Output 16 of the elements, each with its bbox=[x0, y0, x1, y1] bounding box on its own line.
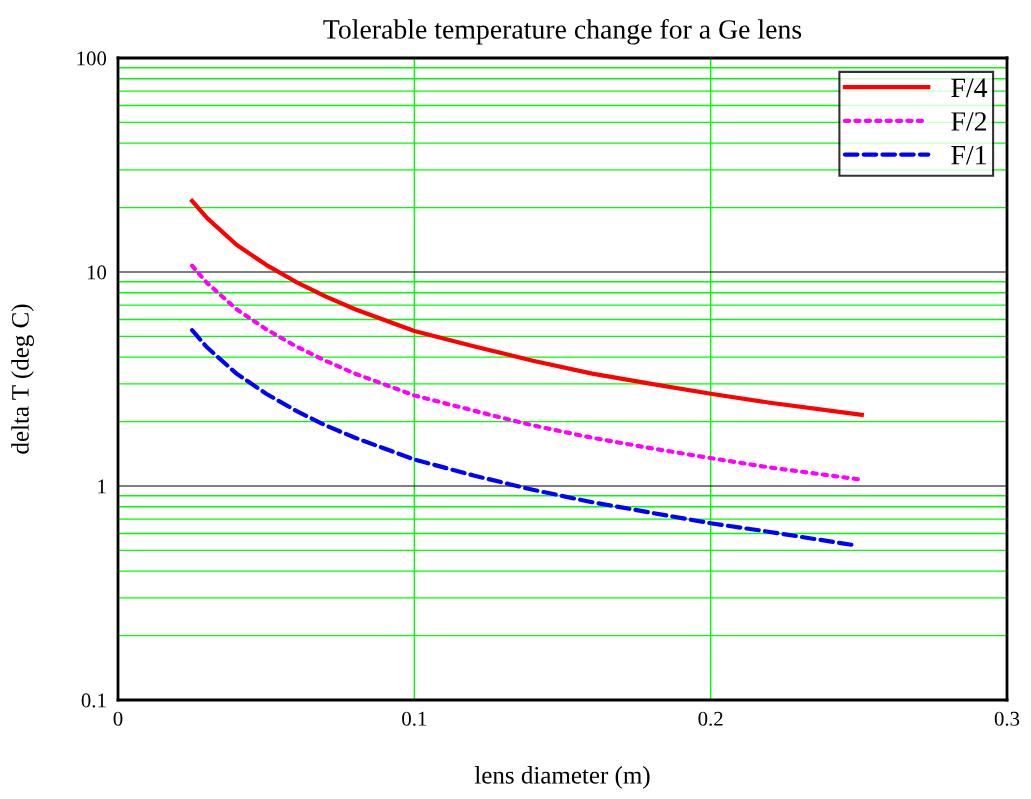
legend-label: F/2 bbox=[951, 112, 987, 131]
legend-label: F/1 bbox=[951, 145, 986, 165]
x-axis-title: lens diameter (m) bbox=[474, 766, 650, 789]
y-axis-title: delta T (deg C) bbox=[11, 304, 34, 454]
y-tick-label: 0.1 bbox=[81, 693, 106, 708]
y-tick-label: 100 bbox=[77, 51, 107, 66]
x-tick-label: 0.2 bbox=[698, 711, 723, 726]
x-tick-label: 0.3 bbox=[994, 711, 1020, 726]
legend-label: F/4 bbox=[951, 78, 988, 98]
line-series bbox=[189, 198, 864, 417]
chart-title: Tolerable temperature change for a Ge lens bbox=[323, 19, 802, 45]
y-tick-label: 10 bbox=[87, 265, 107, 280]
y-tick-label: 1 bbox=[98, 479, 106, 494]
x-tick-label: 0.1 bbox=[402, 711, 427, 726]
x-tick-label: 0 bbox=[113, 711, 123, 726]
line-series bbox=[189, 328, 855, 548]
